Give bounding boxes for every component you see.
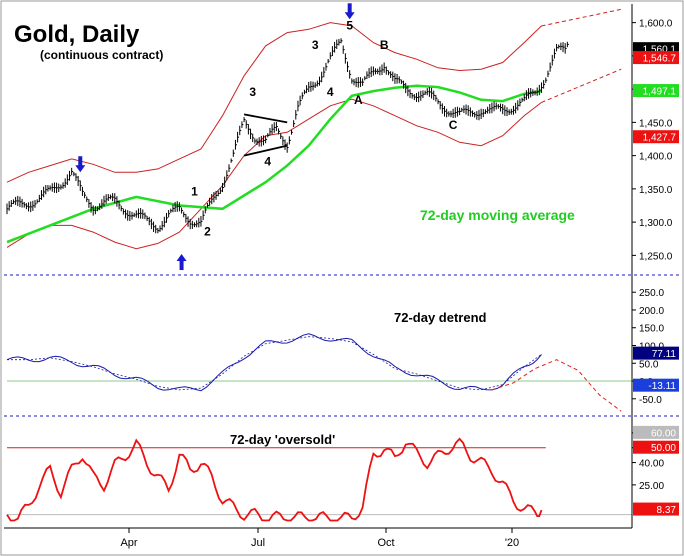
price-y-tick-label: 1,450.0 [639,118,673,129]
wave-label: 3 [249,85,256,99]
osc-value-tag: 8.37 [633,502,679,516]
oversold-panel-label: 72-day 'oversold' [230,432,335,447]
up-arrow-icon [176,254,187,271]
detrend-line [6,333,542,392]
wave-label: 5 [346,18,353,32]
value-tag-bg [633,51,679,65]
upper-band-projection [541,8,622,27]
wave-label: A [354,93,363,107]
value-tag-label: 77.11 [652,349,677,360]
price-value-tag: 1,427.7 [633,130,679,144]
value-tag-label: 1,560.1 [643,45,677,56]
pattern-upper-line [243,113,288,124]
value-tag-label: 1,427.7 [643,133,677,144]
x-tick-label: '20 [505,537,519,549]
value-tag-label: 50.00 [651,443,676,454]
down-arrow-icon [75,156,86,173]
detrend-projection-line [491,359,622,412]
moving-average-line [6,84,542,244]
detrend-y-tick-label: 50.0 [639,359,659,370]
detrend-y-tick-label: 200.0 [639,306,664,317]
x-tick-label: Jul [251,537,265,549]
osc-y-tick-label: 25.00 [639,481,664,492]
value-tag-bg [633,425,679,439]
price-y-tick-label: 1,400.0 [639,152,673,163]
detrend-y-tick-label: 250.0 [639,288,664,299]
price-value-tag: 1,546.7 [633,51,679,65]
value-tag-label: 1,497.1 [643,87,677,98]
arrow-head [176,254,187,262]
detrend-smoothed-line [7,336,542,391]
price-y-tick-label: 1,350.0 [639,185,673,196]
value-tag-bg [633,346,679,360]
value-tag-label: 60.00 [651,428,676,439]
osc-y-tick-label: 40.00 [639,459,664,470]
value-tag-label: 1,546.7 [643,54,677,65]
price-y-tick-label: 1,250.0 [639,251,673,262]
arrow-head [344,12,355,20]
arrow-head [75,165,86,173]
value-tag-bg [633,378,679,392]
ma-legend-label: 72-day moving average [420,207,575,223]
price-y-tick-label: 1,600.0 [639,19,673,30]
upper-band-line [6,22,542,183]
wave-label: 4 [327,85,334,99]
detrend-y-tick-label: 150.0 [639,324,664,335]
value-tag-bg [633,502,679,516]
wave-label: B [380,38,389,52]
value-tag-label: -13.11 [648,381,676,392]
chart-subtitle: (continuous contract) [40,48,163,62]
detrend-panel-label: 72-day detrend [394,310,487,325]
lower-band-projection [541,68,622,103]
x-tick-label: Apr [120,537,137,549]
wave-label: 3 [312,38,319,52]
down-arrow-icon [344,3,355,20]
wave-label: C [449,118,458,132]
wave-label: 4 [264,155,271,169]
arrow-shaft [347,3,352,14]
detrend-y-tick-label: -50.0 [639,395,662,406]
osc-value-tag: 60.00 [633,425,679,439]
value-tag-label: 8.37 [657,505,677,516]
osc-value-tag: 50.00 [633,440,679,454]
price-y-tick-label: 1,300.0 [639,218,673,229]
arrow-shaft [78,156,83,167]
price-bars [6,38,569,234]
value-tag-bg [633,130,679,144]
arrow-shaft [179,260,184,271]
oversold-line [6,437,543,522]
value-tag-bg [633,84,679,98]
lower-band-line [6,98,542,250]
chart-title: Gold, Daily [14,21,140,48]
pattern-lower-line [243,144,288,157]
detrend-value-tag: 77.11 [633,346,679,360]
wave-label: 1 [191,185,198,199]
detrend-value-tag: -13.11 [633,378,679,392]
wave-label: 2 [204,224,211,238]
x-tick-label: Oct [377,537,394,549]
value-tag-bg [633,440,679,454]
price-value-tag: 1,497.1 [633,84,679,98]
